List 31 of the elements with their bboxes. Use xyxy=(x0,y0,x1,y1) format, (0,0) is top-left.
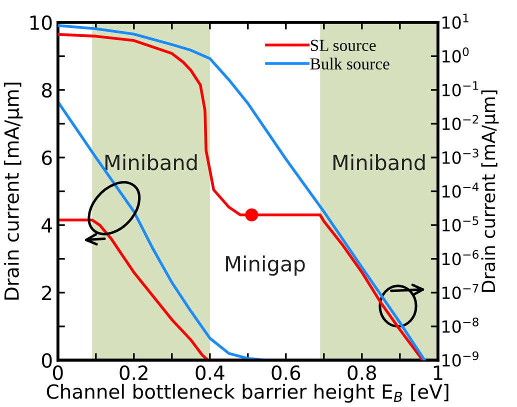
y2-tick-label: 10$^{0}$ xyxy=(442,47,469,63)
y2-axis-title: Drain current [mA/μm] xyxy=(481,90,499,292)
y-tick-label: 6 xyxy=(42,150,52,166)
y-tick-label: 8 xyxy=(42,82,52,98)
y-tick-label: 2 xyxy=(42,286,52,300)
band-label: Miniband xyxy=(333,154,425,170)
y-axis-title: Drain current [mA/μm] xyxy=(4,82,23,300)
y2-tick-label: 10$^{−1}$ xyxy=(442,81,478,96)
y2-tick-label: 10$^{−9}$ xyxy=(442,351,478,367)
y2-tick-label: 10$^{−3}$ xyxy=(442,148,478,164)
y2-tick-label: 10$^{−7}$ xyxy=(442,284,478,300)
y2-tick-label: 10$^{1}$ xyxy=(442,14,468,29)
y2-tick-label: 10$^{−2}$ xyxy=(442,114,478,130)
legend-label: Bulk source xyxy=(310,58,390,70)
x-tick-label: 0.4 xyxy=(196,365,224,380)
x-tick-label: 1 xyxy=(434,366,442,380)
x-axis-title: Channel bottleneck barrier height E$_{B}$ [eV] xyxy=(46,384,448,403)
y-tick-label: 4 xyxy=(42,218,52,232)
x-tick-label: 0.6 xyxy=(272,365,300,380)
y2-tick-label: 10$^{−5}$ xyxy=(442,216,478,232)
y2-tick-label: 10$^{−4}$ xyxy=(442,182,479,198)
y-tick-label: 0 xyxy=(42,353,52,368)
x-tick-label: 0 xyxy=(53,365,63,380)
annotation: Minigap xyxy=(226,256,305,276)
x-tick-label: 0.2 xyxy=(120,365,148,380)
legend-label: SL source xyxy=(310,40,376,51)
y2-tick-label: 10$^{−8}$ xyxy=(442,318,478,333)
y-tick-label: 10 xyxy=(30,15,52,30)
x-tick-label: 0.8 xyxy=(348,365,376,380)
y2-tick-label: 10$^{−6}$ xyxy=(442,250,479,266)
band-label: Miniband xyxy=(105,154,197,170)
